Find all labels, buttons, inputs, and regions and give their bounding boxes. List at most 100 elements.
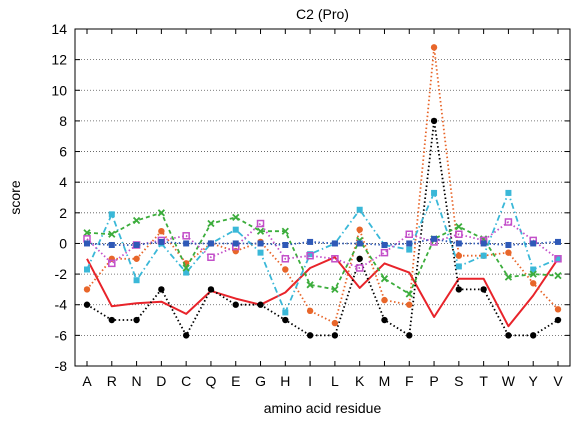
data-point [133, 255, 140, 262]
y-tick-label: 12 [51, 52, 67, 68]
x-tick-label: A [82, 373, 92, 389]
y-axis: -8 -6 -4 -2 0 2 4 6 8 10 12 14 [51, 21, 570, 374]
data-point [282, 309, 289, 316]
data-point [282, 316, 289, 324]
data-point [83, 286, 91, 293]
data-point [555, 238, 561, 245]
data-point [505, 241, 512, 248]
data-point [405, 290, 413, 298]
x-tick-label: S [454, 373, 463, 389]
data-point [281, 255, 290, 263]
data-point [133, 277, 140, 284]
data-point [132, 216, 141, 225]
y-tick-label: -8 [55, 358, 68, 374]
y-tick-label: 4 [59, 174, 67, 190]
grid-lines [75, 59, 570, 336]
data-point [108, 316, 115, 324]
x-axis-label: amino acid residue [264, 400, 382, 416]
data-point [406, 301, 413, 308]
data-point [480, 286, 487, 293]
data-point [157, 209, 166, 217]
y-tick-label: -2 [55, 266, 68, 282]
data-point [455, 240, 462, 247]
x-tick-label: D [156, 373, 166, 389]
data-point [381, 296, 388, 304]
data-point [84, 240, 90, 247]
data-point [381, 316, 388, 324]
series-line [86, 120, 559, 337]
data-point [406, 332, 413, 339]
series-line [86, 191, 559, 314]
y-tick-label: 10 [51, 82, 67, 98]
data-point [455, 252, 463, 259]
y-tick-label: 2 [59, 205, 67, 221]
data-point [356, 240, 363, 247]
data-point [430, 44, 438, 51]
data-point [108, 259, 116, 268]
series-line [86, 211, 559, 295]
data-point [480, 252, 487, 259]
data-point [380, 275, 389, 283]
data-point [554, 271, 562, 280]
x-tick-label: F [405, 373, 414, 389]
data-point [182, 264, 190, 272]
data-point [455, 230, 463, 239]
data-point [83, 301, 91, 308]
data-point [505, 189, 512, 196]
data-point [108, 211, 115, 218]
data-point [306, 251, 314, 260]
data-point [505, 249, 512, 256]
x-tick-label: R [107, 373, 117, 389]
data-point [307, 251, 314, 258]
data-point [331, 332, 339, 339]
y-tick-label: 6 [59, 144, 67, 160]
x-tick-label: T [479, 373, 488, 389]
data-point [381, 241, 388, 248]
data-point [356, 226, 363, 233]
data-point [183, 240, 190, 247]
data-point [282, 241, 289, 248]
data-point [331, 255, 339, 263]
data-point [505, 332, 512, 339]
data-point [182, 232, 190, 240]
data-point [282, 266, 289, 273]
x-tick-label: C [181, 373, 191, 389]
series-1 [86, 256, 559, 328]
data-point [307, 238, 314, 245]
data-point [256, 227, 265, 235]
series-line [86, 46, 559, 325]
x-tick-label: M [379, 373, 391, 389]
y-tick-label: 8 [59, 113, 67, 129]
x-tick-label: W [502, 373, 516, 389]
data-point [257, 301, 264, 308]
data-point [530, 332, 537, 339]
series-2 [83, 117, 562, 339]
data-point [356, 255, 363, 262]
data-point [133, 316, 140, 324]
data-point [406, 240, 413, 247]
data-point [430, 117, 438, 125]
data-point [256, 219, 265, 228]
data-point [306, 307, 314, 315]
data-point [406, 246, 413, 253]
x-tick-label: I [308, 373, 312, 389]
data-point [356, 206, 363, 213]
y-tick-label: -4 [55, 297, 68, 313]
data-point [158, 286, 165, 293]
data-point [182, 332, 190, 339]
data-point [504, 273, 513, 281]
data-point [530, 240, 537, 247]
data-point [281, 227, 289, 235]
data-point [331, 319, 339, 327]
data-point [207, 240, 214, 247]
chart-title: C2 (Pro) [296, 6, 349, 22]
data-point [331, 285, 339, 294]
data-point [158, 238, 165, 245]
data-point [232, 301, 239, 308]
data-point [431, 235, 438, 242]
data-point [133, 241, 140, 248]
data-point [480, 240, 487, 247]
data-point [555, 255, 561, 262]
data-point [83, 229, 91, 237]
